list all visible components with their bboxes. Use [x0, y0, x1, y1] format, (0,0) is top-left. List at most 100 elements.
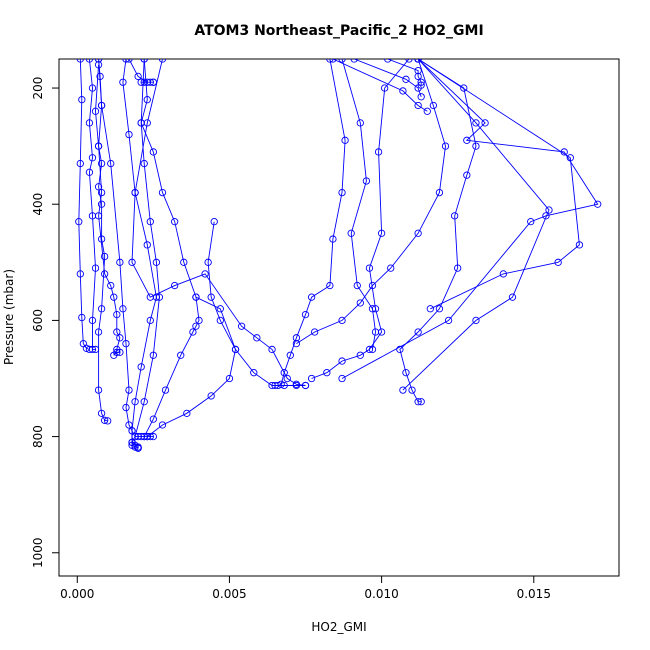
data-point — [94, 212, 103, 220]
data-point — [146, 316, 154, 325]
data-point — [414, 328, 422, 336]
data-point — [365, 264, 374, 272]
data-point — [444, 316, 453, 325]
data-point — [94, 59, 103, 63]
data-point — [374, 148, 383, 156]
data-point — [329, 59, 337, 63]
data-point — [113, 328, 121, 336]
data-point — [76, 59, 84, 63]
data-point — [101, 416, 109, 424]
data-point — [78, 96, 86, 104]
data-point — [134, 72, 142, 81]
data-point — [365, 345, 374, 354]
data-point — [113, 348, 121, 357]
data-point — [545, 206, 553, 214]
y-axis: 200 400 600 800 1000 — [31, 77, 60, 568]
data-point — [171, 281, 179, 290]
data-point — [405, 59, 413, 63]
data-point — [338, 188, 346, 197]
series-line — [147, 296, 236, 437]
data-point — [472, 119, 480, 127]
data-point — [134, 443, 142, 451]
data-point — [207, 392, 215, 400]
data-point — [414, 59, 422, 63]
series-23 — [329, 59, 431, 115]
data-point — [140, 398, 148, 406]
data-point — [350, 59, 358, 63]
data-point — [158, 421, 167, 429]
data-point — [94, 386, 103, 394]
series-13 — [338, 59, 380, 354]
series-22 — [384, 59, 425, 89]
x-tick-label: 0.010 — [364, 587, 398, 601]
data-point — [527, 218, 535, 226]
data-point — [423, 107, 431, 115]
data-point — [85, 168, 94, 176]
data-point — [384, 59, 392, 63]
data-point — [94, 328, 103, 336]
data-point — [362, 177, 371, 185]
data-point — [131, 398, 139, 406]
data-point — [307, 374, 316, 383]
data-point — [149, 351, 157, 359]
data-point — [341, 136, 349, 144]
data-point — [146, 78, 154, 86]
data-point — [122, 339, 130, 348]
series-15 — [307, 59, 413, 383]
data-point — [76, 270, 84, 278]
data-point — [137, 78, 145, 86]
data-point — [356, 119, 364, 127]
data-point — [414, 72, 422, 81]
data-point — [94, 183, 103, 191]
data-point — [225, 374, 234, 383]
series-line — [131, 59, 306, 386]
data-point — [88, 316, 97, 325]
data-point — [283, 374, 291, 383]
data-point — [301, 381, 310, 390]
data-point — [180, 258, 188, 266]
y-tick-label: 1000 — [31, 537, 45, 568]
series-2 — [85, 59, 100, 354]
series-line — [88, 59, 96, 350]
data-point — [414, 101, 422, 110]
data-point — [381, 84, 389, 92]
series-line — [341, 59, 376, 350]
data-point — [301, 310, 310, 319]
data-point — [435, 305, 444, 313]
data-point — [280, 369, 288, 377]
data-point — [177, 351, 185, 359]
data-point — [116, 348, 124, 357]
data-point — [237, 322, 246, 330]
series-11 — [204, 218, 310, 390]
data-point — [451, 212, 459, 220]
data-point — [88, 84, 97, 92]
data-point — [417, 398, 425, 406]
data-point — [554, 258, 562, 266]
data-point — [116, 334, 124, 342]
data-point — [454, 264, 462, 272]
data-point — [171, 218, 179, 226]
data-point — [107, 159, 115, 168]
data-point — [104, 417, 112, 425]
data-point — [128, 427, 136, 435]
data-point — [271, 381, 279, 390]
data-point — [94, 142, 103, 150]
data-point — [97, 409, 106, 417]
data-point — [353, 281, 361, 290]
data-point — [192, 322, 200, 330]
data-point — [125, 59, 133, 63]
data-point — [396, 345, 404, 354]
data-point — [161, 386, 170, 394]
data-point — [125, 130, 133, 139]
data-point — [155, 293, 164, 301]
data-point — [143, 432, 151, 441]
data-point — [107, 281, 115, 290]
data-point — [216, 305, 224, 313]
data-point — [231, 345, 240, 354]
series-line — [95, 64, 121, 356]
series-line — [131, 59, 160, 448]
data-point — [292, 334, 301, 342]
series-layer — [75, 59, 602, 452]
x-tick-label: 0.000 — [60, 587, 94, 601]
data-point — [116, 258, 124, 266]
